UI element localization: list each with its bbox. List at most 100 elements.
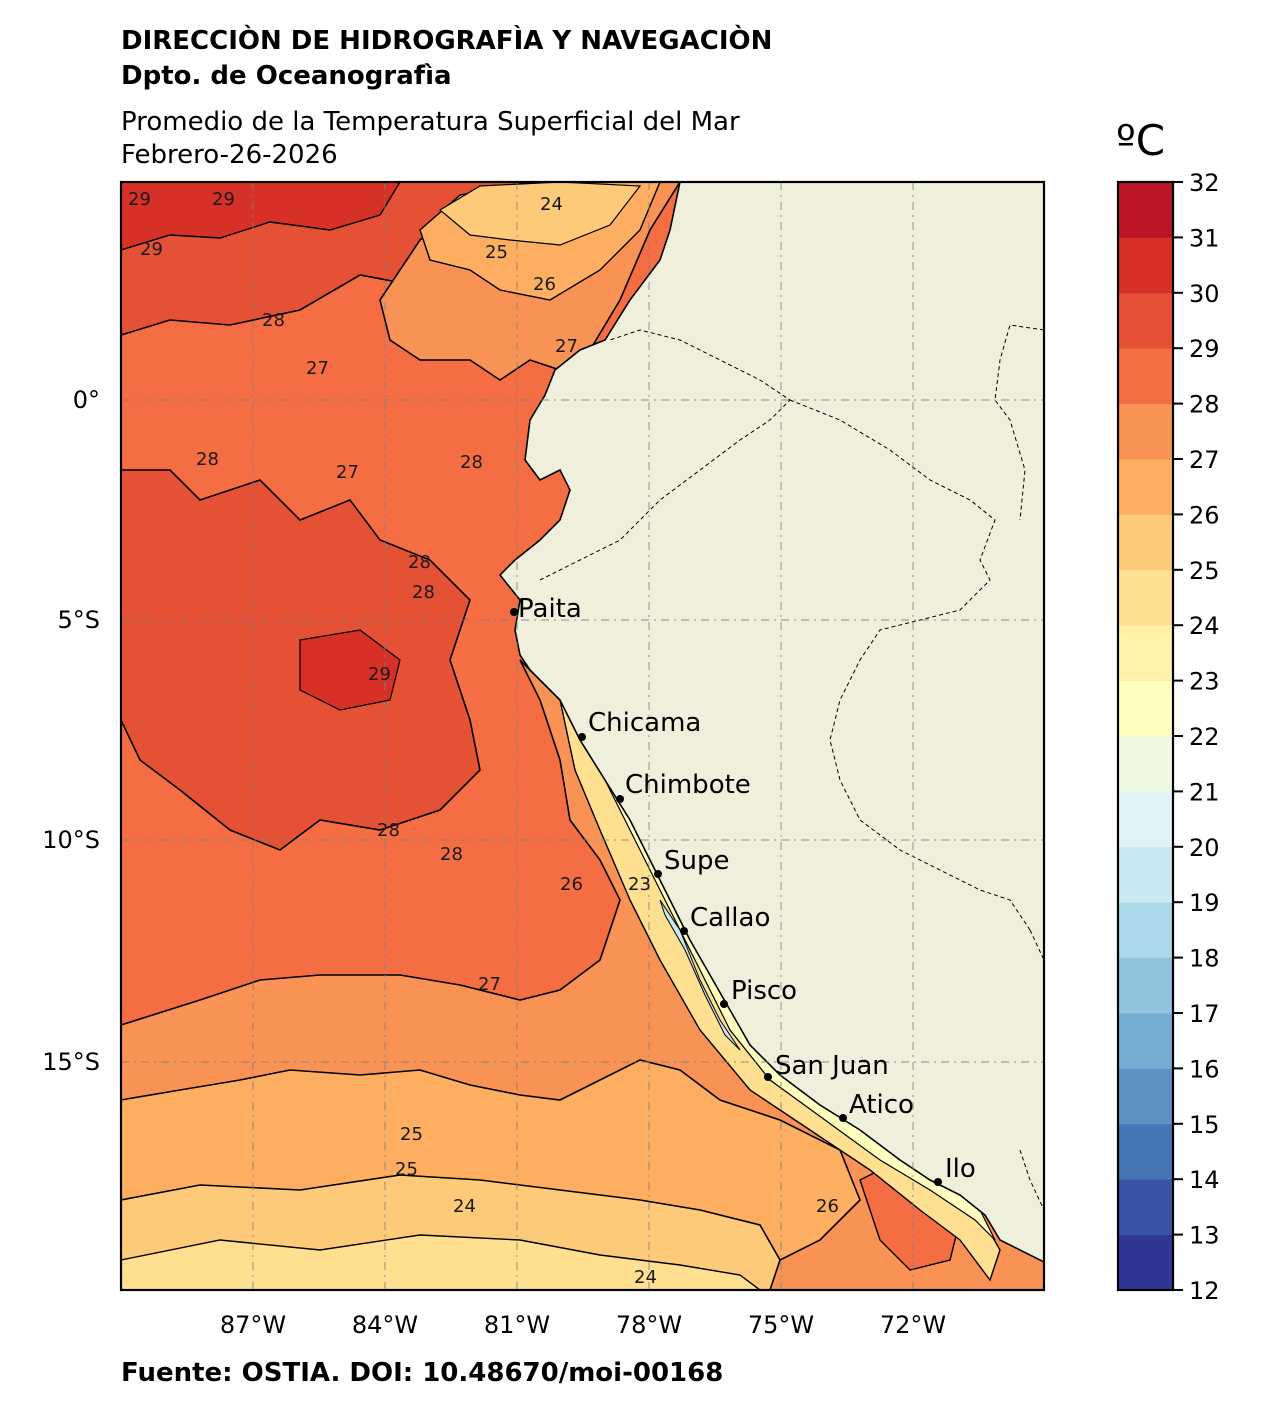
colorbar-bin <box>1118 1068 1173 1125</box>
band-29-30-north <box>121 182 401 251</box>
contour-label: 29 <box>368 664 391 685</box>
colorbar: 12 13 14 15 16 17 18 19 20 21 22 23 24 25 26 27 28 29 30 31… <box>1116 169 1220 1305</box>
contour-label: 29 <box>212 189 235 210</box>
contour-label: 27 <box>478 974 501 995</box>
contour-label: 27 <box>336 462 359 483</box>
colorbar-bin <box>1118 403 1173 460</box>
contour-label: 28 <box>408 552 431 573</box>
city-label-paita: Paita <box>518 594 582 624</box>
colorbar-tick-label: 22 <box>1189 723 1220 751</box>
contour-label: 28 <box>196 449 219 470</box>
contour-label: 28 <box>460 452 483 473</box>
lat-tick-label: 10°S <box>42 826 100 854</box>
city-label-ilo: Ilo <box>945 1154 976 1184</box>
chimbote-marker <box>616 795 624 803</box>
colorbar-bin <box>1118 1179 1173 1236</box>
colorbar-bin <box>1118 791 1173 848</box>
lat-tick-label: 0° <box>73 386 100 414</box>
colorbar-tick-label: 26 <box>1189 501 1220 529</box>
supe-marker <box>654 870 662 878</box>
colorbar-tick-label: 17 <box>1189 1000 1220 1028</box>
colorbar-tick-label: 12 <box>1189 1277 1220 1305</box>
colorbar-bin <box>1118 736 1173 792</box>
contour-label: 28 <box>440 844 463 865</box>
city-label-chimbote: Chimbote <box>625 770 751 800</box>
contour-label: 27 <box>555 336 578 357</box>
contour-label: 25 <box>400 1124 423 1145</box>
contour-label: 28 <box>377 820 400 841</box>
colorbar-tick-label: 31 <box>1189 224 1220 252</box>
band-23-24-south <box>121 1234 762 1290</box>
colorbar-tick-label: 23 <box>1189 668 1220 696</box>
border-ecuador-peru <box>539 329 791 581</box>
colorbar-bin <box>1118 292 1173 349</box>
contour-label: 25 <box>485 242 508 263</box>
lon-tick-label: 78°W <box>616 1311 682 1339</box>
contour-label: 29 <box>128 189 151 210</box>
contour-label: 23 <box>628 874 651 895</box>
colorbar-bin <box>1118 625 1173 682</box>
city-label-callao: Callao <box>690 903 770 933</box>
band-coastal-coldest <box>659 899 741 1051</box>
paita-marker <box>510 608 518 616</box>
border-peru-colombia-brazil <box>789 399 1031 931</box>
atico-marker <box>839 1114 847 1122</box>
colorbar-tick-label: 29 <box>1189 335 1220 363</box>
land-south-america <box>498 182 1044 1263</box>
colorbar-tick-label: 16 <box>1189 1055 1220 1083</box>
contour-label: 24 <box>453 1196 476 1217</box>
lat-tick-label: 15°S <box>42 1048 100 1076</box>
colorbar-tick-label: 24 <box>1189 612 1220 640</box>
contour-label: 25 <box>395 1159 418 1180</box>
band-29-30-center <box>299 629 401 711</box>
data-source: Fuente: OSTIA. DOI: 10.48670/moi-00168 <box>121 1358 724 1388</box>
colorbar-bin <box>1118 957 1173 1014</box>
band-24-25-ecuador <box>438 182 642 246</box>
contour-label: 27 <box>306 358 329 379</box>
city-label-chicama: Chicama <box>588 708 701 738</box>
colorbar-tick-label: 20 <box>1189 834 1220 862</box>
colorbar-tick-label: 28 <box>1189 391 1220 419</box>
lat-tick-label: 5°S <box>57 606 100 634</box>
san-juan-marker <box>764 1073 772 1081</box>
colorbar-unit: ºC <box>1116 116 1166 165</box>
colorbar-tick-label: 32 <box>1189 169 1220 197</box>
colorbar-tick-label: 14 <box>1189 1166 1220 1194</box>
map-frame <box>119 180 1046 1292</box>
colorbar-bin <box>1118 514 1173 571</box>
colorbar-tick-label: 25 <box>1189 557 1220 585</box>
pisco-marker <box>720 1000 728 1008</box>
ilo-marker <box>934 1178 942 1186</box>
colorbar-tick-label: 19 <box>1189 889 1220 917</box>
lon-tick-label: 87°W <box>220 1311 286 1339</box>
contour-label: 26 <box>533 274 556 295</box>
city-markers: Paita Chicama Chimbote Supe Callao Pisco… <box>510 594 976 1186</box>
colorbar-tick-label: 30 <box>1189 280 1220 308</box>
department-title: Dpto. de Oceanografìa <box>121 61 452 91</box>
colorbar-bin <box>1118 459 1173 515</box>
colorbar-bin <box>1118 1013 1173 1069</box>
colorbar-bin <box>1118 680 1173 737</box>
colorbar-tick-label: 27 <box>1189 446 1220 474</box>
contour-label: 29 <box>140 239 163 260</box>
city-label-pisco: Pisco <box>731 976 797 1006</box>
colorbar-tick-label: 21 <box>1189 778 1220 806</box>
contour-labels: 29 29 29 24 25 26 28 27 27 28 27 28 28 2… <box>128 189 839 1288</box>
callao-marker <box>680 927 688 935</box>
contour-label: 24 <box>634 1267 657 1288</box>
colorbar-bin <box>1118 1123 1173 1180</box>
city-label-atico: Atico <box>849 1090 914 1120</box>
colorbar-bin <box>1118 348 1173 405</box>
longitude-ticks: 87°W 84°W 81°W 78°W 75°W 72°W <box>220 1311 946 1339</box>
contour-label: 24 <box>540 194 563 215</box>
contour-label: 26 <box>816 1196 839 1217</box>
city-label-supe: Supe <box>664 846 729 876</box>
colorbar-bin <box>1118 182 1173 238</box>
lon-tick-label: 72°W <box>880 1311 946 1339</box>
colorbar-tick-label: 13 <box>1189 1222 1220 1250</box>
latitude-ticks: 0° 5°S 10°S 15°S <box>42 386 100 1076</box>
colorbar-bin <box>1118 1234 1173 1291</box>
chicama-marker <box>578 733 586 741</box>
colorbar-bin <box>1118 237 1173 294</box>
